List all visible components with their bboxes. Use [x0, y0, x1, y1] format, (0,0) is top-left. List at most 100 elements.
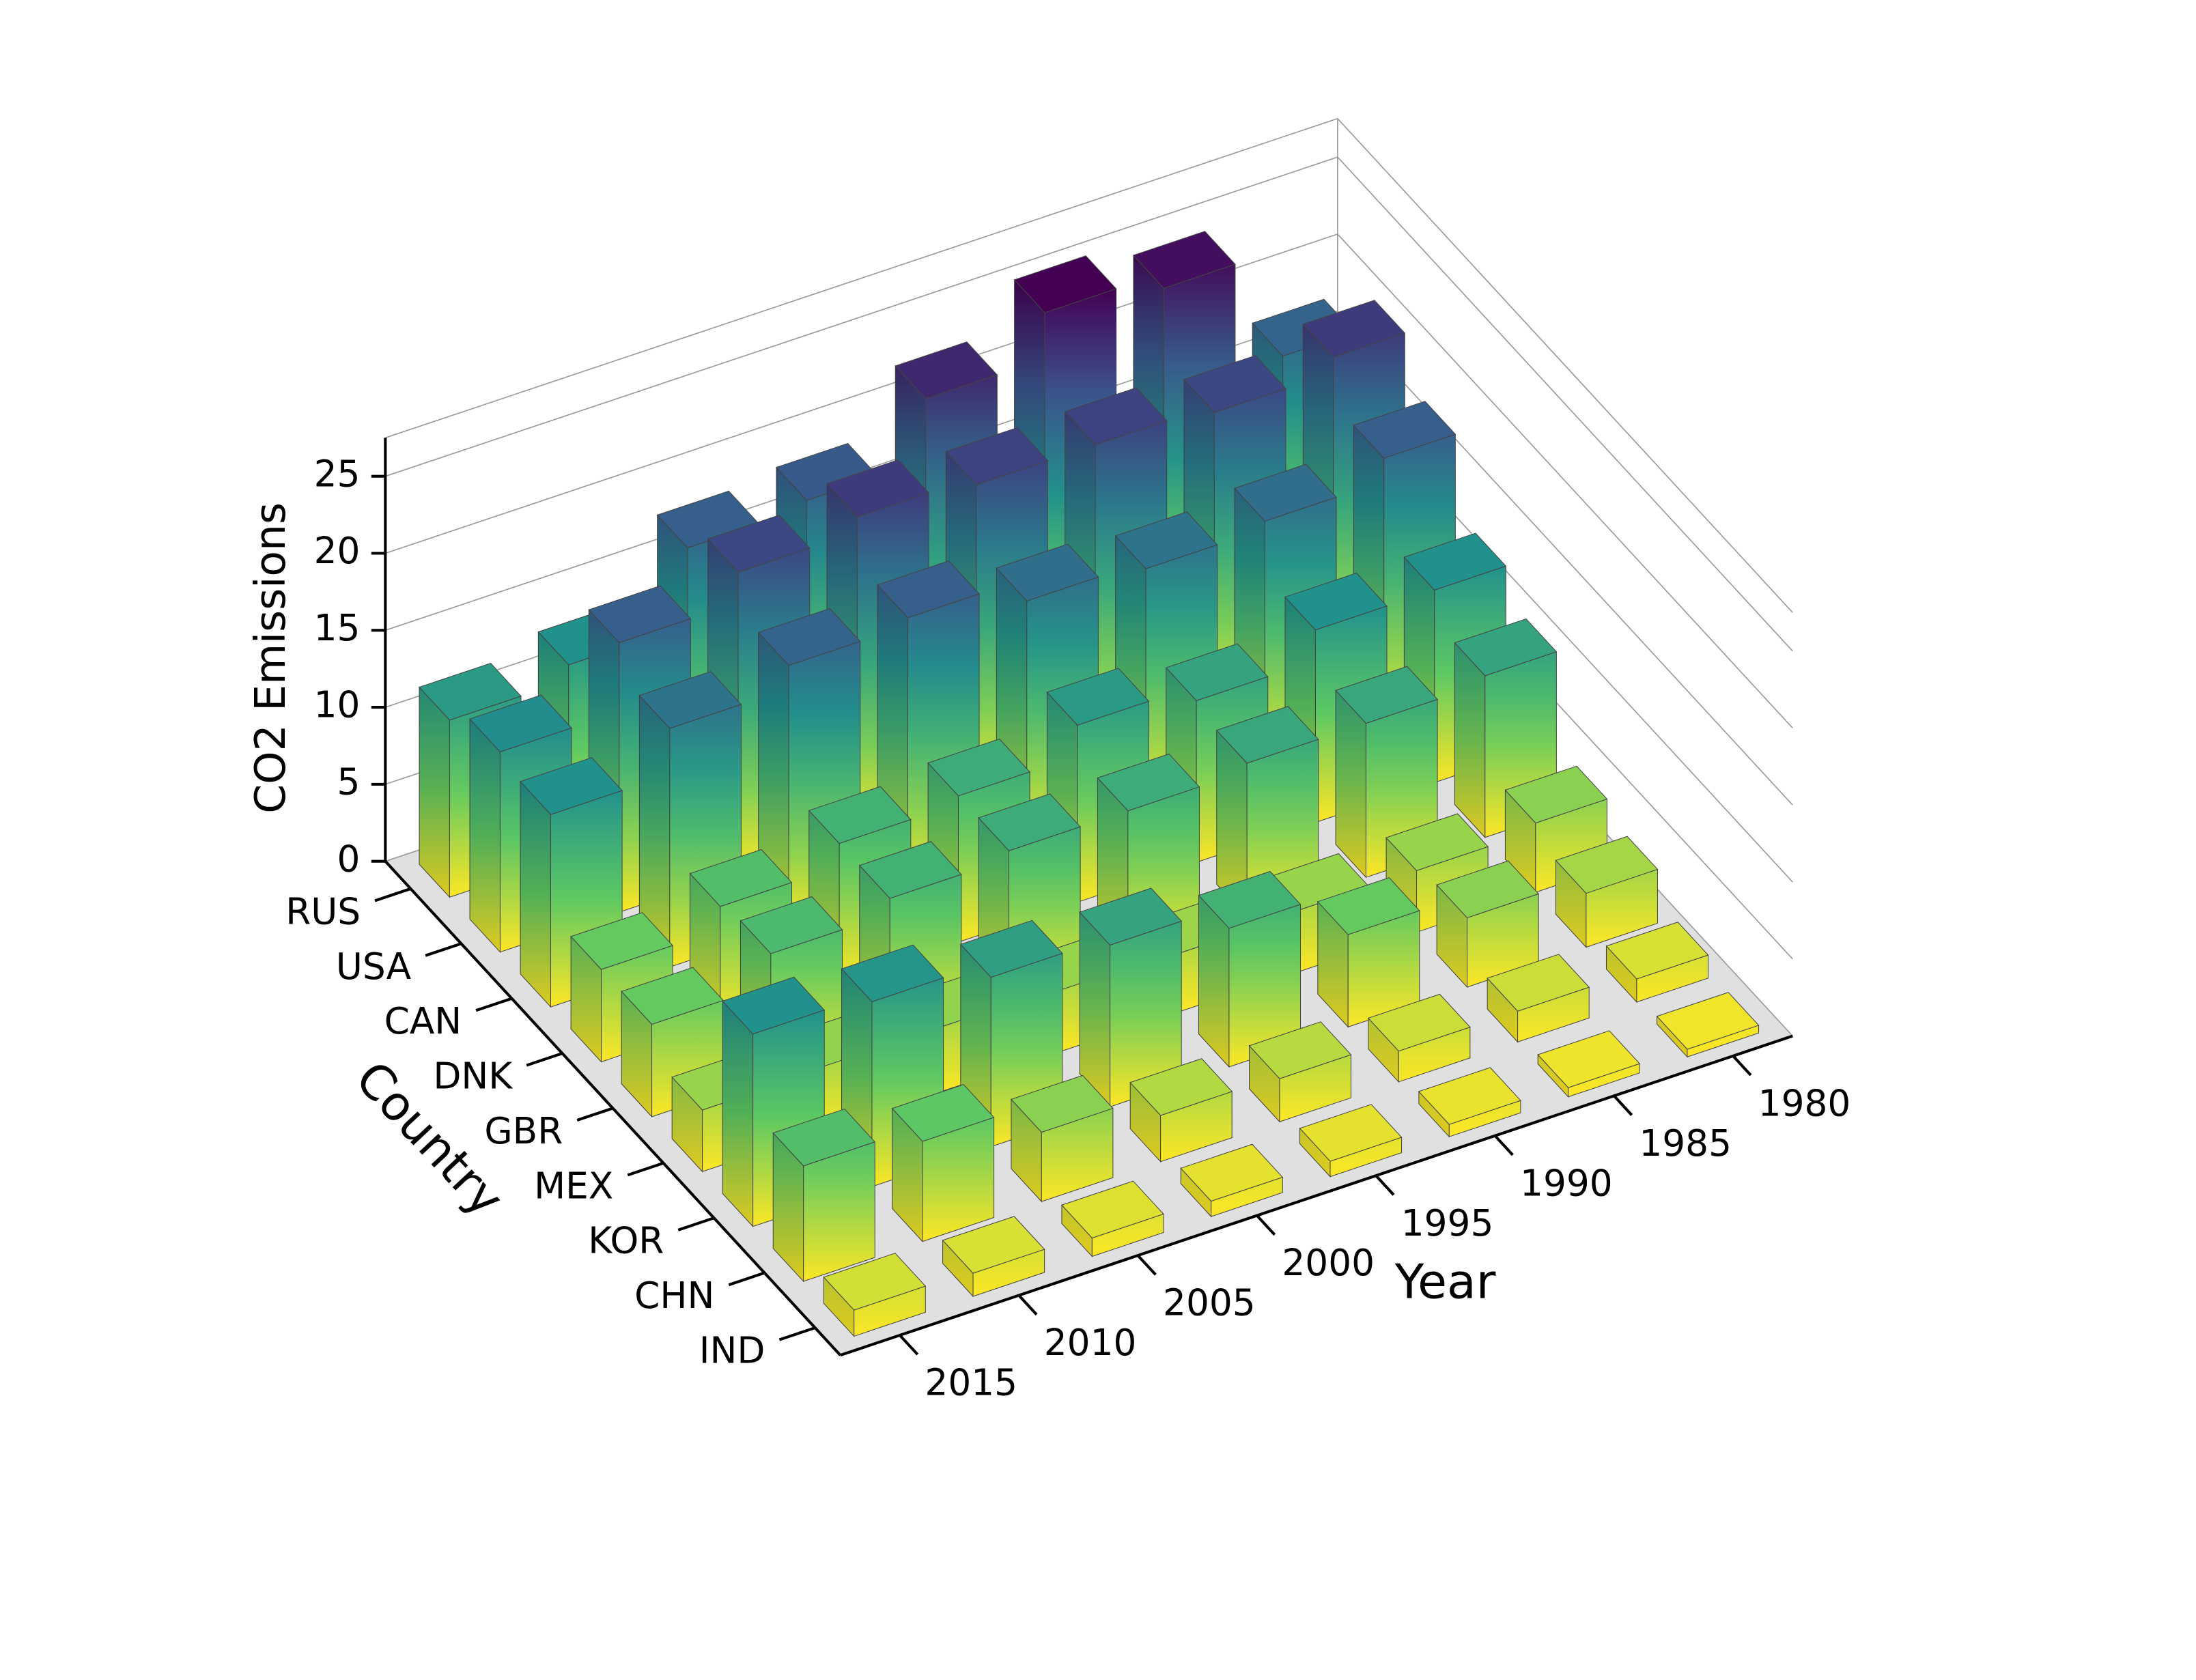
bar	[1299, 1104, 1403, 1178]
bar-side-shade	[824, 1277, 854, 1337]
bars	[419, 231, 1760, 1337]
bar-top	[841, 944, 944, 1003]
year-tick-label: 1995	[1401, 1202, 1494, 1244]
bar-side-shade	[520, 781, 551, 1008]
bar-side-shade	[1657, 1016, 1687, 1057]
bar-top	[978, 793, 1082, 851]
bar-front	[803, 1141, 875, 1282]
bar-top	[1064, 387, 1168, 445]
bar-side-shade	[773, 1133, 804, 1282]
bar-top	[570, 912, 674, 970]
year-axis-title: Year	[1394, 1255, 1496, 1310]
bar-top	[1046, 668, 1150, 726]
bar-side-shade	[621, 991, 652, 1117]
year-tick	[1493, 1135, 1514, 1156]
bar-top	[1418, 1067, 1521, 1125]
bar	[772, 1108, 876, 1283]
country-tick	[677, 1216, 715, 1231]
country-tick	[778, 1326, 816, 1341]
bar-top	[942, 1216, 1045, 1274]
bar-top	[1061, 1180, 1164, 1239]
bar-side-shade	[1216, 730, 1248, 917]
bar-side-shade	[1061, 1205, 1093, 1257]
bar	[1129, 1058, 1233, 1163]
bar	[1248, 1021, 1352, 1123]
bar-side-shade	[1418, 1091, 1450, 1137]
country-tick-label: CAN	[384, 1000, 462, 1042]
country-tick	[576, 1107, 614, 1122]
bar-top	[1454, 618, 1558, 677]
bar	[1555, 836, 1659, 948]
bar-side-shade	[639, 695, 670, 967]
bar-top	[1097, 753, 1200, 812]
z-tick-label: 0	[337, 838, 360, 880]
bar-top	[1403, 532, 1507, 590]
bar-top	[772, 1108, 876, 1167]
bar-top	[1353, 401, 1456, 459]
bar-side-shade	[1130, 1082, 1161, 1162]
bar	[1061, 1180, 1164, 1257]
bar-side-shade	[1011, 1099, 1042, 1202]
year-tick-label: 1985	[1639, 1122, 1732, 1165]
bar-top	[1183, 355, 1286, 413]
bar-top	[757, 608, 861, 666]
bar-top	[520, 757, 623, 815]
bar-side-shade	[470, 719, 501, 952]
country-tick	[728, 1271, 765, 1287]
bar-top	[1299, 1104, 1403, 1162]
year-tick	[1017, 1294, 1038, 1316]
bar-top	[1436, 860, 1540, 919]
bar-top	[1165, 643, 1269, 701]
bar-side-shade	[571, 936, 602, 1062]
bar	[1010, 1074, 1114, 1203]
bar	[823, 1253, 927, 1337]
year-tick-label: 2010	[1044, 1322, 1137, 1364]
country-tick-label: GBR	[484, 1110, 563, 1152]
country-tick-label: RUS	[285, 890, 361, 932]
bar	[959, 920, 1063, 1148]
bar-side-shade	[1336, 690, 1366, 878]
country-tick	[475, 997, 513, 1012]
bar-top	[1180, 1143, 1284, 1202]
year-tick-label: 1980	[1758, 1082, 1851, 1124]
z-tick-label: 10	[314, 684, 361, 726]
bar-top	[1198, 870, 1301, 929]
bar	[1487, 954, 1590, 1043]
bar-top	[996, 543, 1099, 601]
country-tick	[425, 942, 462, 957]
bar	[1537, 1030, 1641, 1098]
bar-side-shade	[722, 1001, 753, 1227]
country-tick-label: IND	[699, 1330, 765, 1372]
bar-top	[1114, 511, 1218, 569]
bar-top	[419, 662, 522, 721]
bar-top	[1284, 572, 1388, 631]
year-tick	[1136, 1254, 1157, 1276]
year-tick	[899, 1334, 919, 1356]
bar-side-shade	[1454, 642, 1485, 838]
bar-side-shade	[1249, 1045, 1280, 1122]
bar-top	[722, 976, 826, 1035]
country-tick-label: DNK	[433, 1055, 513, 1098]
bar	[1605, 922, 1709, 1003]
year-tick	[1732, 1055, 1752, 1077]
bar-top	[1302, 300, 1406, 358]
bar	[1454, 618, 1558, 839]
bar	[1198, 870, 1301, 1068]
bar-top	[945, 427, 1049, 485]
bar-top	[1234, 464, 1337, 522]
bar-top	[808, 786, 912, 844]
z-tick-label: 5	[337, 761, 360, 803]
year-tick-label: 2015	[925, 1362, 1017, 1404]
bar-top	[823, 1253, 927, 1311]
bar-side-shade	[1437, 885, 1467, 987]
bar-top	[891, 1084, 995, 1142]
bar-side-shade	[758, 632, 789, 928]
year-tick	[1375, 1174, 1395, 1196]
bar-top	[1010, 1074, 1114, 1133]
bar	[1436, 860, 1540, 988]
country-tick	[627, 1161, 664, 1177]
bar-side-shade	[1181, 1168, 1211, 1217]
country-tick-label: KOR	[588, 1220, 664, 1262]
z-tick-label: 15	[314, 607, 361, 649]
bar-top	[927, 738, 1030, 797]
